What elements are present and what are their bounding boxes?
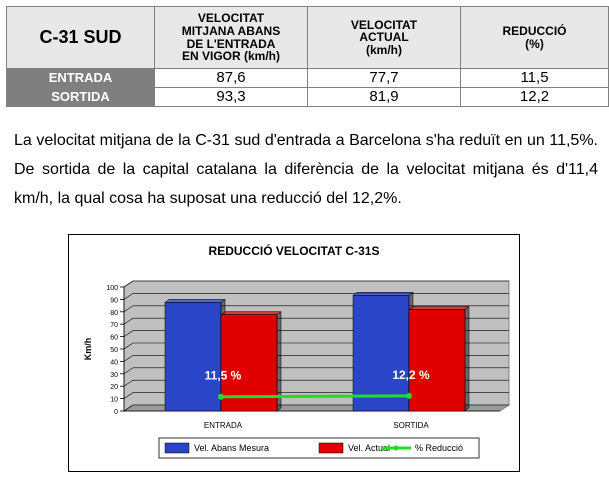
legend-swatch [164,442,190,454]
bar [220,314,278,412]
table-title: C-31 SUD [6,6,155,69]
header-line: VELOCITAT [197,11,265,26]
y-tick-label: 80 [110,310,118,317]
y-tick-label: 10 [110,397,118,404]
legend-label: Vel. Abans Mesura [194,443,269,453]
y-tick-label: 20 [110,384,118,391]
bar-top [352,292,414,296]
chart-frame: REDUCCIÓ VELOCITAT C-31S 0 10 20 30 40 50 60 70 8… [68,234,520,472]
speed-reduction-chart: REDUCCIÓ VELOCITAT C-31S 0 10 20 30 40 50 60 70 8… [83,243,511,459]
bar [408,309,466,412]
reduction-point [406,392,412,399]
header-line: DE L'ENTRADA [186,36,276,51]
speed-table: C-31 SUD VELOCITAT MITJANA ABANS DE L'EN… [6,6,609,107]
reduction-line [220,394,410,399]
bar-side [276,311,282,412]
cell-value: 87,6 [154,68,308,88]
table-row: ENTRADA 87,6 77,7 11,5 [6,68,609,88]
legend-marker [393,445,399,451]
bar [352,295,410,412]
bar-top [220,311,282,315]
header-speed-before: VELOCITAT MITJANA ABANS DE L'ENTRADA EN … [154,6,308,69]
table-row: SORTIDA 93,3 81,9 12,2 [6,87,609,107]
header-line: ACTUAL [359,30,409,45]
y-tick-label: 40 [110,359,118,366]
bar [164,302,222,412]
x-tick-label: ENTRADA [204,421,243,430]
cell-value: 77,7 [307,68,461,88]
legend-label: % Reducció [415,443,463,453]
header-line: EN VIGOR (km/h) [181,49,280,64]
y-tick-label: 50 [110,347,118,354]
summary-paragraph: La velocitat mitjana de la C-31 sud d'en… [14,132,598,207]
y-tick-label: 100 [106,285,118,292]
bar-side [464,305,470,412]
row-label-sortida: SORTIDA [6,87,155,107]
header-line: MITJANA ABANS [181,23,281,38]
cell-value: 11,5 [460,68,609,88]
data-label: 11,5 % [205,369,242,383]
y-tick-label: 0 [114,409,118,416]
cell-value: 12,2 [460,87,609,107]
y-axis-label: Km/h [83,338,93,361]
y-tick-label: 70 [110,322,118,329]
row-label-entrada: ENTRADA [6,68,155,88]
x-tick-label: SORTIDA [393,421,429,430]
y-tick-label: 90 [110,297,118,304]
y-tick-label: 60 [110,335,118,342]
legend-label: Vel. Actual [348,443,390,453]
gridline [123,280,509,288]
y-tick-label: 30 [110,372,118,379]
data-label: 12,2 % [392,368,430,382]
header-line: VELOCITAT [350,17,418,32]
legend-swatch [318,442,344,454]
reduction-point [218,393,224,400]
header-line: (%) [525,36,544,51]
header-speed-actual: VELOCITAT ACTUAL (km/h) [307,6,461,69]
header-line: REDUCCIÓ [502,23,567,38]
bar-top [164,299,226,303]
header-reduction: REDUCCIÓ (%) [460,6,609,69]
bar-top [408,306,470,310]
header-line: (km/h) [366,42,402,57]
cell-value: 93,3 [154,87,308,107]
chart-title: REDUCCIÓ VELOCITAT C-31S [209,243,380,258]
cell-value: 81,9 [307,87,461,107]
